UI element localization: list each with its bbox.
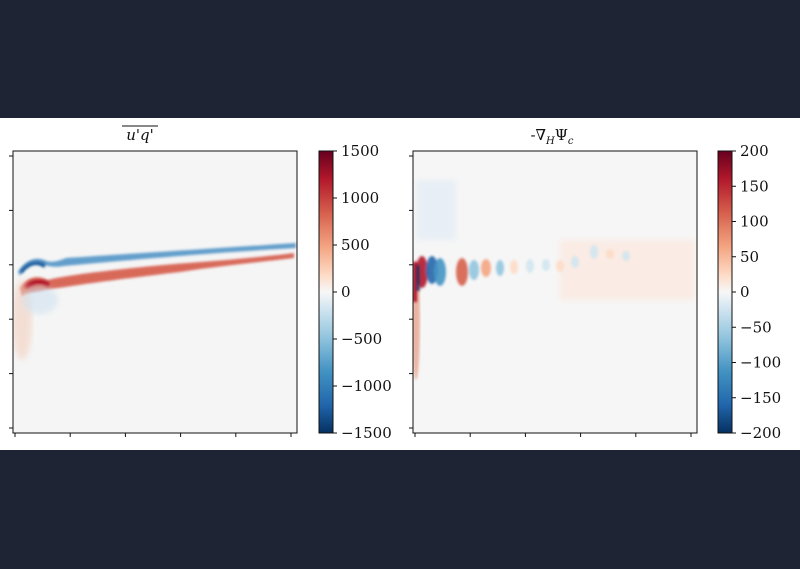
chart-2-wave-blob <box>526 259 534 273</box>
chart-2-colorbar-tick-label: 200 <box>740 142 769 160</box>
chart-1-colorbar-tick-label: 1000 <box>341 189 379 207</box>
chart-1-colorbar-tick-label: 500 <box>341 236 370 254</box>
chart-1-colorbar-tick-label: −500 <box>341 330 382 348</box>
chart-1-colorbar-tick-label: −1000 <box>341 377 392 395</box>
chart-1-frame <box>12 150 298 434</box>
chart-2-colorbar-tick-label: −200 <box>740 424 781 442</box>
chart-2-colorbar-ticks: 200 150 100 50 0 −50 −100 −150 −200 <box>732 142 781 442</box>
chart-1-blue-band <box>18 243 296 276</box>
chart-2-frame <box>412 150 698 434</box>
chart-1-diffuse-blue <box>22 286 58 314</box>
chart-2-wave-blob <box>510 260 518 274</box>
chart-1-axis-ticks <box>9 155 292 437</box>
chart-2-colorbar <box>717 150 733 434</box>
chart-1-red-band <box>20 253 294 296</box>
chart-2-colorbar-tick-label: 50 <box>740 248 759 266</box>
chart-2-faint-red-region <box>560 240 695 300</box>
chart-2-wave-blob <box>622 251 630 261</box>
chart-2-left-edge-dark <box>413 262 417 302</box>
chart-1-red-core <box>24 279 50 290</box>
chart-2-wave-blob <box>590 245 598 259</box>
chart-1-field <box>13 243 296 360</box>
chart-1-colorbar <box>318 150 334 434</box>
chart-1-colorbar-tick-label: 1500 <box>341 142 379 160</box>
chart-2-wave-blob <box>496 260 504 276</box>
chart-2-left-edge-blue <box>416 265 420 291</box>
chart-2-colorbar-tick-label: −100 <box>740 354 781 372</box>
chart-2-wave-blob <box>606 249 614 259</box>
chart-1: u'q' 1500 1000 500 0 −500 −1000 −1500 <box>9 125 392 442</box>
chart-2-colorbar-tick-label: −50 <box>740 318 772 336</box>
chart-2-colorbar-tick-label: 150 <box>740 177 769 195</box>
chart-2-colorbar-tick-label: −150 <box>740 389 781 407</box>
chart-1-plot-area <box>13 151 297 433</box>
chart-2-wave-blob <box>542 259 550 271</box>
chart-1-blue-core <box>20 261 46 274</box>
chart-2: -∇HΨc 200 150 100 50 0 −50 −100 −150 −200 <box>409 126 781 442</box>
chart-2-wave-blob <box>434 258 446 286</box>
chart-1-title: u'q' <box>126 126 154 144</box>
chart-2-wave-blob <box>469 260 479 280</box>
chart-2-field <box>413 180 695 380</box>
chart-2-faint-blue-region <box>416 180 456 240</box>
chart-1-colorbar-ticks: 1500 1000 500 0 −500 −1000 −1500 <box>333 142 392 442</box>
chart-2-wave-blob <box>456 258 468 286</box>
chart-1-colorbar-tick-label: 0 <box>341 283 351 301</box>
chart-2-wave-blob <box>481 259 491 277</box>
chart-2-colorbar-tick-label: 0 <box>740 283 750 301</box>
chart-1-colorbar-tick-label: −1500 <box>341 424 392 442</box>
chart-2-title: -∇HΨc <box>530 126 573 147</box>
chart-2-axis-ticks <box>409 155 692 437</box>
chart-2-colorbar-tick-label: 100 <box>740 213 769 231</box>
chart-2-wave-blob <box>556 260 564 272</box>
chart-2-wave-blob <box>571 256 579 268</box>
chart-2-wave-train <box>413 245 630 302</box>
